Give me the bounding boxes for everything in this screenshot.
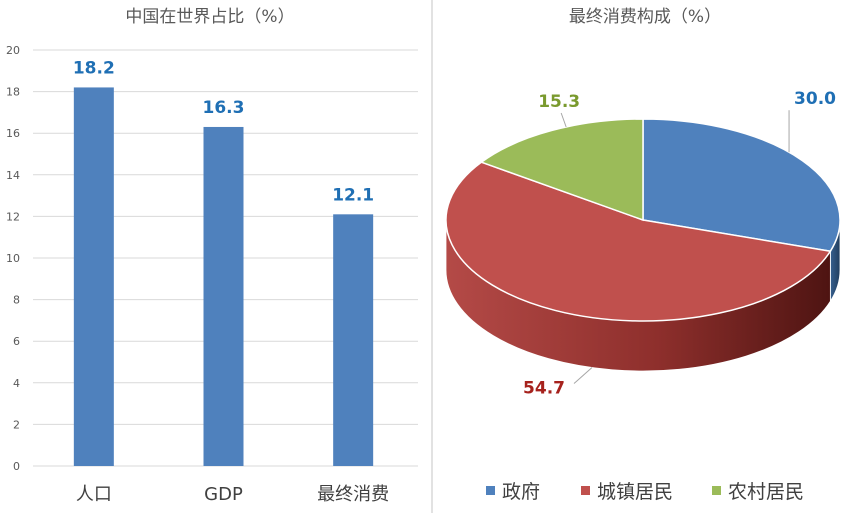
bar-data-label: 12.1 xyxy=(332,185,374,205)
legend-swatch xyxy=(486,486,495,495)
pie-slice-0 xyxy=(642,118,841,253)
bar-y-tick-label: 14 xyxy=(6,169,20,182)
bar-category-label: 最终消费 xyxy=(317,484,389,505)
bar-category-label: GDP xyxy=(204,484,243,505)
bar-series xyxy=(73,87,374,467)
bar-y-tick-label: 8 xyxy=(13,294,20,307)
bar-y-tick-label: 0 xyxy=(13,460,20,473)
pie-data-label: 30.0 xyxy=(794,89,836,109)
pie-legend: 政府 城镇居民 农村居民 xyxy=(486,481,804,503)
pie-data-labels: 30.0 54.7 15.3 xyxy=(523,89,836,398)
bar-y-tick-label: 6 xyxy=(13,335,20,348)
legend-label: 政府 xyxy=(502,481,540,503)
bar-chart: 中国在世界占比（%） 0 2 4 6 8 10 12 14 16 18 20 18.2 16.3 12.… xyxy=(6,7,418,505)
bar-y-tick-label: 10 xyxy=(6,252,20,265)
pie-slice-2 xyxy=(479,118,644,222)
bar-data-label: 18.2 xyxy=(73,58,115,78)
bar-y-axis: 0 2 4 6 8 10 12 14 16 18 20 xyxy=(6,44,20,473)
pie-slices xyxy=(445,118,841,322)
bar-y-tick-label: 20 xyxy=(6,44,20,57)
bar-1 xyxy=(203,126,244,467)
bar-data-label: 16.3 xyxy=(203,98,245,118)
pie-data-label: 54.7 xyxy=(523,379,565,399)
bar-category-label: 人口 xyxy=(76,484,112,505)
pie-chart-title: 最终消费构成（%） xyxy=(569,7,721,27)
bar-y-tick-label: 4 xyxy=(13,377,20,390)
bar-y-tick-label: 16 xyxy=(6,127,20,140)
legend-label: 城镇居民 xyxy=(597,481,673,503)
pie-leader-line xyxy=(573,367,593,384)
bar-chart-title: 中国在世界占比（%） xyxy=(125,7,294,27)
pie-leader-line xyxy=(560,112,567,128)
bar-2 xyxy=(333,214,374,466)
pie-slice-1 xyxy=(445,161,832,322)
bar-x-axis: 人口 GDP 最终消费 xyxy=(76,484,389,505)
pie-data-label: 15.3 xyxy=(538,92,580,112)
legend-swatch xyxy=(712,486,721,495)
pie-leader-lines xyxy=(560,110,790,384)
bar-0 xyxy=(73,87,114,466)
bar-y-tick-label: 12 xyxy=(6,210,20,223)
bar-y-tick-label: 2 xyxy=(13,418,20,431)
bar-data-labels: 18.2 16.3 12.1 xyxy=(73,58,374,205)
legend-label: 农村居民 xyxy=(728,481,804,503)
legend-swatch xyxy=(581,486,590,495)
bar-y-tick-label: 18 xyxy=(6,86,20,99)
pie-chart: 最终消费构成（%） 30.0 54.7 15.3 政府 城镇居民 农村居民 xyxy=(445,7,841,503)
